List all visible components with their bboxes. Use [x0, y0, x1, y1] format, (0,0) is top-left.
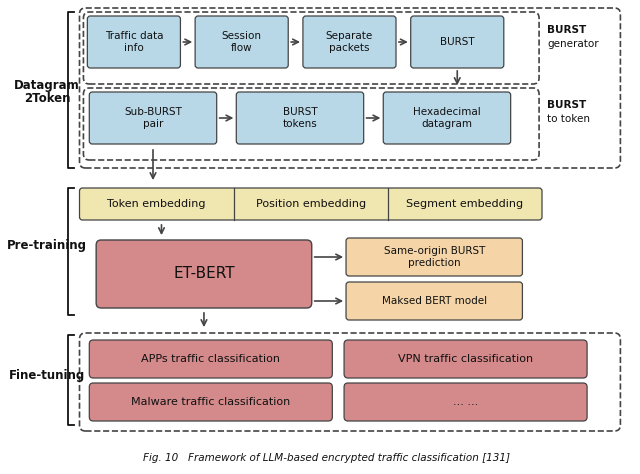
Text: Fine-tuning: Fine-tuning: [9, 368, 85, 382]
FancyBboxPatch shape: [344, 340, 587, 378]
FancyBboxPatch shape: [346, 282, 522, 320]
Text: Traffic data
info: Traffic data info: [105, 31, 163, 53]
FancyBboxPatch shape: [90, 340, 332, 378]
Text: Sub-BURST
pair: Sub-BURST pair: [124, 107, 182, 129]
Text: Pre-training: Pre-training: [7, 238, 87, 252]
Text: 2Token: 2Token: [24, 91, 70, 104]
Text: Session
flow: Session flow: [221, 31, 262, 53]
Text: BURST: BURST: [547, 100, 586, 110]
FancyBboxPatch shape: [303, 16, 396, 68]
Text: Maksed BERT model: Maksed BERT model: [381, 296, 487, 306]
FancyBboxPatch shape: [236, 92, 364, 144]
Text: Segment embedding: Segment embedding: [406, 199, 524, 209]
FancyBboxPatch shape: [411, 16, 504, 68]
Text: BURST
tokens: BURST tokens: [283, 107, 317, 129]
Text: ET-BERT: ET-BERT: [173, 266, 235, 282]
FancyBboxPatch shape: [87, 16, 180, 68]
Text: Hexadecimal
datagram: Hexadecimal datagram: [413, 107, 481, 129]
FancyBboxPatch shape: [383, 92, 511, 144]
Text: Position embedding: Position embedding: [256, 199, 366, 209]
Text: Token embedding: Token embedding: [108, 199, 206, 209]
Text: BURST: BURST: [440, 37, 475, 47]
FancyBboxPatch shape: [195, 16, 288, 68]
FancyBboxPatch shape: [96, 240, 312, 308]
Text: VPN traffic classification: VPN traffic classification: [398, 354, 533, 364]
FancyBboxPatch shape: [344, 383, 587, 421]
Text: APPs traffic classification: APPs traffic classification: [141, 354, 280, 364]
FancyBboxPatch shape: [79, 188, 542, 220]
Text: Malware traffic classification: Malware traffic classification: [131, 397, 291, 407]
Text: BURST: BURST: [547, 25, 586, 35]
Text: Fig. 10   Framework of LLM-based encrypted traffic classification [131]: Fig. 10 Framework of LLM-based encrypted…: [143, 453, 510, 463]
FancyBboxPatch shape: [346, 238, 522, 276]
Text: Separate
packets: Separate packets: [326, 31, 373, 53]
Text: Same-origin BURST
prediction: Same-origin BURST prediction: [383, 246, 485, 268]
FancyBboxPatch shape: [90, 383, 332, 421]
Text: Datagram: Datagram: [14, 79, 80, 91]
Text: to token: to token: [547, 114, 590, 124]
FancyBboxPatch shape: [90, 92, 217, 144]
Text: generator: generator: [547, 39, 598, 49]
Text: ... ...: ... ...: [453, 397, 478, 407]
